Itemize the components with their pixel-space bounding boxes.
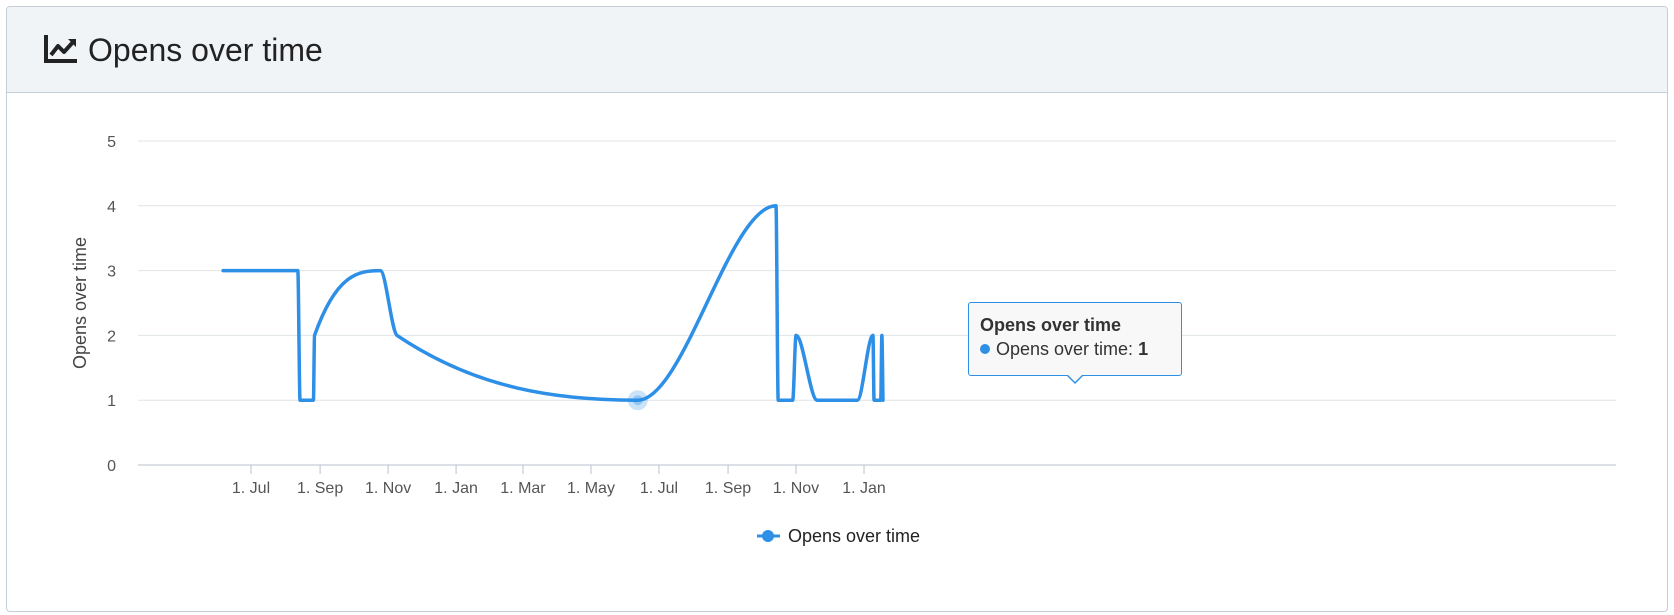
x-tick-label: 1. Nov <box>365 480 411 497</box>
chart-panel: Opens over time <box>6 6 1668 612</box>
hover-marker-layer <box>627 390 648 411</box>
gridlines <box>138 140 1616 466</box>
x-axis-ticks: 1. Jul 1. Sep 1. Nov 1. Jan 1. Mar 1. May 1. J… <box>232 465 886 497</box>
tooltip-series-label: Opens over time: <box>996 339 1134 359</box>
tooltip-series-dot <box>980 344 990 354</box>
y-axis-title: Opens over time <box>70 237 90 369</box>
hover-point <box>632 395 643 406</box>
line-chart-icon <box>44 35 77 63</box>
x-tick-label: 1. Jan <box>842 480 886 497</box>
x-tick-label: 1. Mar <box>500 480 546 497</box>
y-tick-label: 3 <box>107 264 116 281</box>
y-axis-ticks: 0 1 2 3 4 5 <box>107 134 116 475</box>
panel-header: Opens over time <box>7 7 1667 93</box>
y-tick-label: 4 <box>107 199 116 216</box>
hover-halo <box>627 390 648 411</box>
x-tick-label: 1. Sep <box>705 480 751 497</box>
legend-symbol-dot <box>762 530 774 542</box>
y-tick-label: 2 <box>107 328 116 345</box>
series-line <box>221 204 885 402</box>
x-tick-label: 1. Sep <box>297 480 343 497</box>
x-tick-label: 1. Jul <box>640 480 678 497</box>
x-tick-label: 1. Jan <box>434 480 478 497</box>
panel-title: Opens over time <box>88 32 323 68</box>
x-tick-label: 1. May <box>567 480 615 497</box>
x-tick-label: 1. Nov <box>773 480 819 497</box>
series-layer <box>221 204 885 402</box>
tooltip-row: Opens over time: 1 <box>980 339 1148 360</box>
tooltip-pointer-fill <box>1067 374 1083 382</box>
y-tick-label: 5 <box>107 134 116 151</box>
tooltip: Opens over time Opens over time: 1 <box>968 302 1182 376</box>
y-tick-label: 1 <box>107 393 116 410</box>
x-tick-label: 1. Jul <box>232 480 270 497</box>
legend-label: Opens over time <box>788 526 920 546</box>
legend-item[interactable]: Opens over time <box>757 526 920 546</box>
y-tick-label: 0 <box>107 458 116 475</box>
tooltip-title: Opens over time <box>980 315 1122 335</box>
tooltip-value: 1 <box>1138 339 1149 359</box>
